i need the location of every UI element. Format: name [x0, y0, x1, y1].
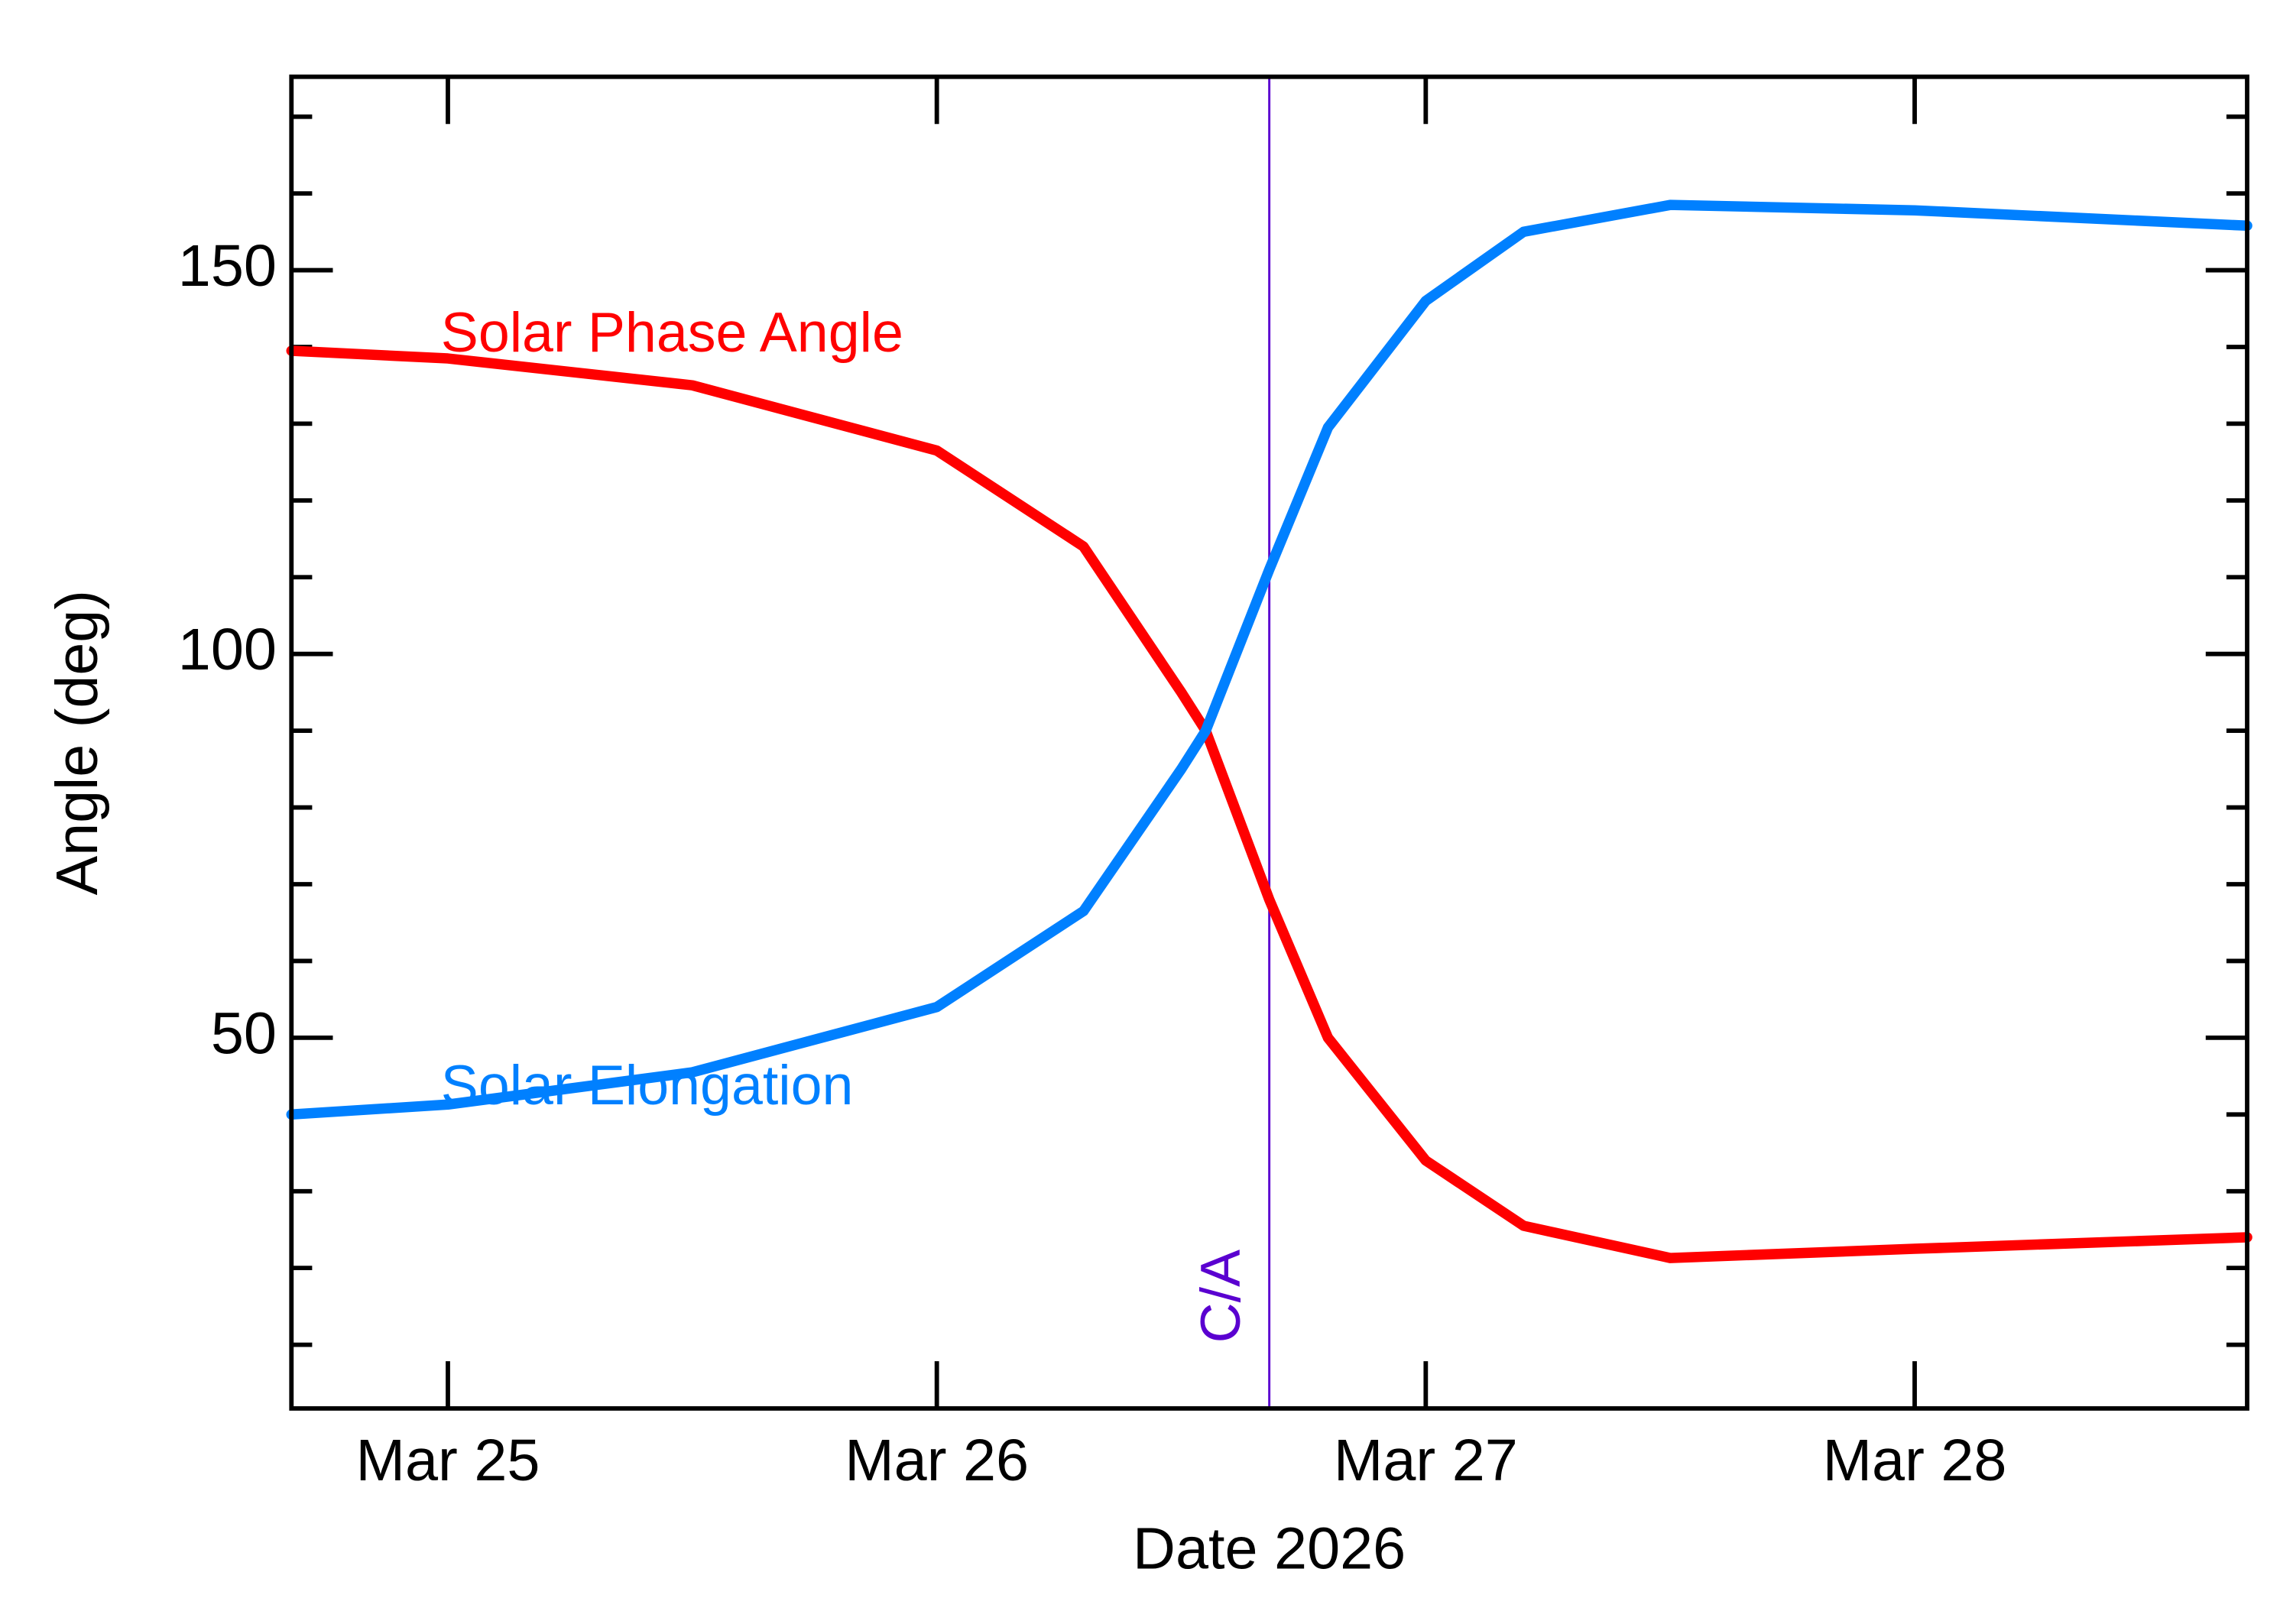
- series-line: [286, 345, 2252, 1263]
- series-label: Solar Elongation: [441, 1053, 854, 1117]
- x-tick-label: Mar 25: [356, 1428, 540, 1493]
- series-line: [286, 199, 2252, 1120]
- annotation-label: C/A: [1189, 1250, 1252, 1343]
- y-axis-title: Angle (deg): [44, 590, 110, 895]
- y-tick-label: 50: [211, 1000, 277, 1066]
- x-tick-label: Mar 27: [1334, 1428, 1518, 1493]
- x-axis-title: Date 2026: [1133, 1516, 1406, 1582]
- x-tick-label: Mar 28: [1823, 1428, 2007, 1493]
- series-label: Solar Phase Angle: [441, 300, 903, 364]
- plot-frame: [289, 74, 2249, 1411]
- x-tick-label: Mar 26: [845, 1428, 1029, 1493]
- y-tick-label: 150: [178, 233, 277, 299]
- y-tick-label: 100: [178, 617, 277, 682]
